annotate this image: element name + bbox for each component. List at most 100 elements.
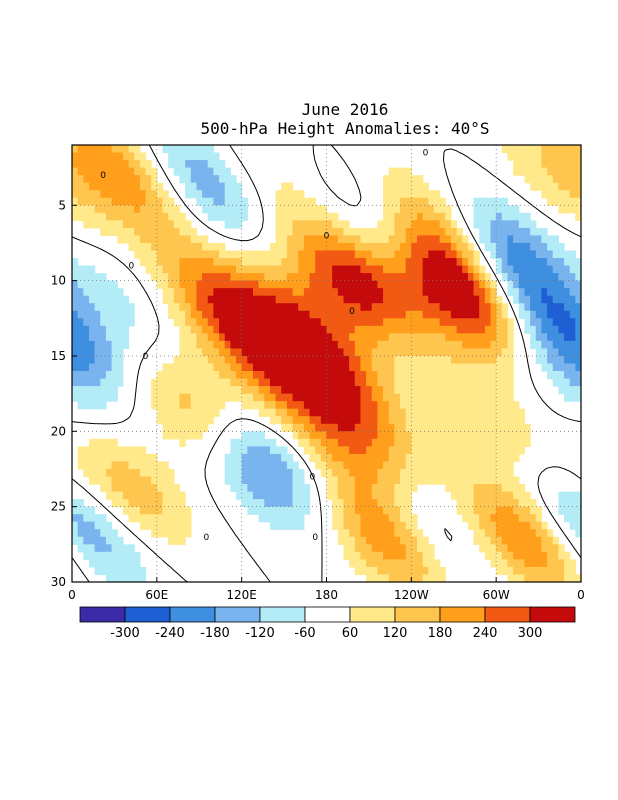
heatmap-cell: [507, 536, 514, 545]
heatmap-cell: [354, 325, 362, 334]
heatmap-cell: [281, 212, 288, 221]
heatmap-cell: [286, 310, 294, 319]
heatmap-cell: [360, 423, 367, 432]
heatmap-cell: [139, 160, 147, 169]
heatmap-cell: [111, 536, 118, 545]
heatmap-cell: [281, 393, 288, 402]
heatmap-cell: [473, 363, 480, 372]
heatmap-cell: [513, 265, 520, 274]
heatmap-cell: [332, 468, 339, 478]
heatmap-cell: [77, 340, 84, 350]
heatmap-cell: [400, 325, 407, 334]
y-tick-label: 30: [51, 575, 66, 589]
heatmap-cell: [326, 393, 333, 402]
heatmap-cell: [213, 378, 220, 387]
heatmap-cell: [111, 310, 118, 319]
heatmap-cell: [445, 325, 452, 334]
heatmap-cell: [360, 484, 367, 493]
heatmap-cell: [575, 363, 581, 372]
heatmap-cell: [450, 371, 458, 380]
heatmap-cell: [479, 416, 486, 425]
heatmap-cell: [139, 574, 147, 582]
heatmap-cell: [286, 393, 294, 402]
heatmap-cell: [128, 212, 135, 221]
heatmap-cell: [88, 288, 96, 297]
heatmap-cell: [428, 438, 435, 447]
heatmap-cell: [332, 348, 339, 357]
heatmap-cell: [241, 288, 248, 297]
heatmap-cell: [383, 227, 390, 237]
heatmap-cell: [337, 476, 345, 485]
heatmap-cell: [439, 250, 446, 259]
heatmap-cell: [173, 227, 181, 237]
heatmap-cell: [422, 423, 429, 432]
heatmap-cell: [219, 295, 226, 304]
heatmap-cell: [541, 265, 548, 274]
heatmap-cell: [473, 333, 480, 342]
heatmap-cell: [100, 197, 107, 206]
heatmap-cell: [462, 273, 469, 282]
heatmap-cell: [541, 333, 548, 342]
heatmap-cell: [400, 529, 407, 538]
heatmap-cell: [530, 318, 537, 327]
heatmap-cell: [450, 220, 458, 229]
heatmap-cell: [547, 295, 554, 304]
heatmap-cell: [439, 288, 446, 297]
heatmap-cell: [88, 348, 96, 357]
heatmap-cell: [258, 348, 265, 357]
heatmap-cell: [428, 348, 435, 357]
heatmap-cell: [383, 544, 390, 553]
heatmap-cell: [484, 536, 492, 545]
heatmap-cell: [541, 355, 548, 365]
heatmap-cell: [524, 574, 531, 582]
heatmap-cell: [394, 431, 401, 440]
heatmap-cell: [83, 303, 90, 312]
heatmap-cell: [156, 529, 164, 538]
heatmap-cell: [77, 175, 84, 184]
heatmap-cell: [207, 265, 214, 274]
heatmap-cell: [501, 453, 509, 463]
heatmap-cell: [252, 476, 260, 485]
heatmap-cell: [366, 431, 373, 440]
heatmap-cell: [190, 227, 198, 237]
heatmap-cell: [394, 273, 401, 282]
heatmap-cell: [309, 378, 316, 387]
heatmap-cell: [252, 355, 260, 365]
heatmap-cell: [377, 258, 384, 267]
heatmap-cell: [122, 310, 130, 319]
heatmap-cell: [292, 288, 299, 297]
heatmap-cell: [298, 310, 305, 319]
contour-label: 0: [129, 262, 135, 272]
heatmap-cell: [507, 280, 514, 289]
heatmap-cell: [190, 333, 198, 342]
heatmap-cell: [490, 499, 497, 508]
heatmap-cell: [190, 152, 198, 161]
heatmap-cell: [530, 220, 537, 229]
heatmap-cell: [213, 280, 220, 289]
heatmap-cell: [394, 197, 401, 206]
heatmap-cell: [445, 333, 452, 342]
heatmap-cell: [72, 303, 79, 312]
heatmap-cell: [185, 371, 192, 380]
heatmap-cell: [383, 484, 390, 493]
heatmap-cell: [547, 167, 554, 176]
heatmap-cell: [83, 514, 90, 523]
heatmap-cell: [496, 197, 503, 206]
heatmap-cell: [371, 446, 378, 455]
heatmap-cell: [439, 333, 446, 342]
heatmap-cell: [179, 145, 186, 154]
heatmap-cell: [105, 340, 113, 350]
heatmap-cell: [547, 190, 554, 199]
heatmap-cell: [122, 544, 130, 553]
heatmap-cell: [264, 468, 271, 478]
heatmap-cell: [111, 371, 118, 380]
heatmap-cell: [303, 499, 311, 508]
heatmap-cell: [569, 355, 576, 365]
heatmap-cell: [400, 212, 407, 221]
heatmap-cell: [292, 250, 299, 259]
heatmap-cell: [117, 446, 124, 455]
heatmap-cell: [139, 446, 147, 455]
heatmap-cell: [88, 152, 96, 161]
heatmap-cell: [428, 544, 435, 553]
heatmap-cell: [281, 378, 288, 387]
